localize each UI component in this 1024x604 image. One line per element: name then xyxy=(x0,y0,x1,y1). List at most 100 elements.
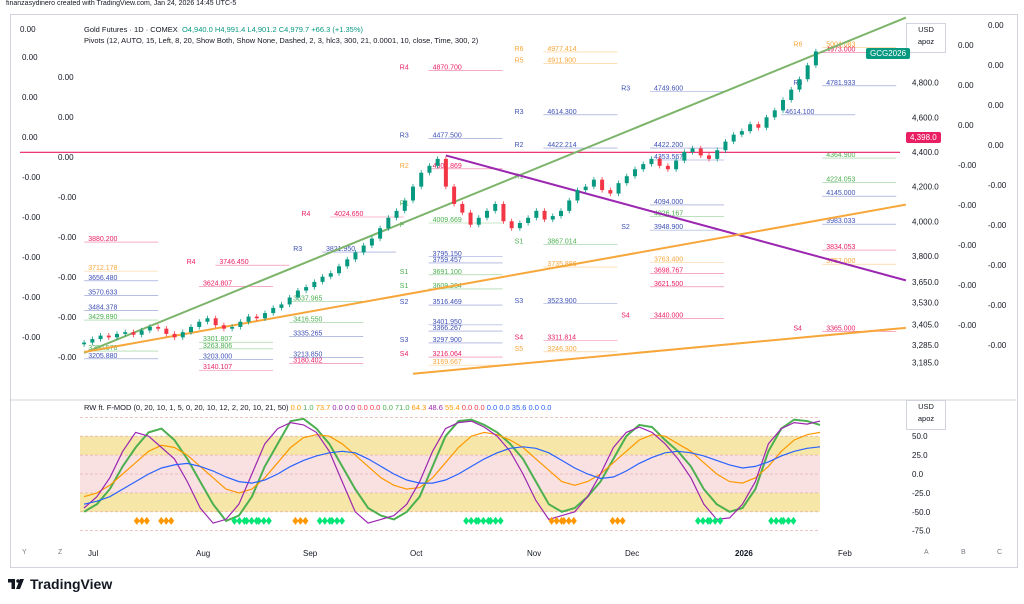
signal-diamond xyxy=(609,516,616,525)
x-tick-label: Nov xyxy=(527,549,541,558)
signal-diamond xyxy=(487,516,494,525)
pivot-label: S4 xyxy=(621,312,630,319)
signal-diamond xyxy=(614,516,621,525)
osc-y-tick-label: -50.0 xyxy=(912,508,931,517)
candle-body xyxy=(230,326,235,329)
left-zero-value: -0.00 xyxy=(22,173,41,182)
right-zero-value: -0.00 xyxy=(958,281,977,290)
bottom-letter-a[interactable]: A xyxy=(924,549,929,556)
bottom-letter-b[interactable]: B xyxy=(961,549,966,556)
first-value: 0.00 xyxy=(20,25,36,34)
candle-body xyxy=(534,210,539,218)
candle-body xyxy=(517,222,522,229)
signal-diamond xyxy=(163,516,170,525)
osc-legend[interactable]: RW ft. F-MOD (0, 20, 10, 1, 5, 0, 20, 10… xyxy=(84,403,551,412)
candle-body xyxy=(189,326,193,333)
candle-body xyxy=(813,51,818,66)
signal-diamond xyxy=(570,516,577,525)
pivot-label: 3621.500 xyxy=(654,281,683,288)
candle-body xyxy=(493,203,498,211)
signal-diamond xyxy=(255,516,262,525)
signal-diamond xyxy=(553,516,560,525)
right-zero-value: 0.00 xyxy=(958,121,974,130)
pivot-label: 3366.267 xyxy=(433,325,462,332)
pivot-label: 3246.300 xyxy=(547,346,576,353)
pivot-label: 3203.000 xyxy=(203,353,232,360)
candle-body xyxy=(427,165,432,173)
symbol-legend[interactable]: Gold Futures · 1D · COMEX O4,940.0 H4,99… xyxy=(84,25,363,34)
pivot-label: 3180.402 xyxy=(293,357,322,364)
y-tick-label: 4,200.0 xyxy=(912,183,939,192)
signal-diamond xyxy=(339,516,345,525)
candle-body xyxy=(411,186,415,201)
candle-body xyxy=(312,281,317,288)
candle-body xyxy=(287,297,292,305)
bottom-letter-y[interactable]: Y xyxy=(22,549,27,556)
right-zero-value: -0.00 xyxy=(988,221,1007,230)
candle-body xyxy=(419,172,424,187)
x-tick-label: Jul xyxy=(88,549,98,558)
candle-body xyxy=(337,266,341,274)
pivot-label: R6 xyxy=(515,46,524,53)
pivot-label: 3301.807 xyxy=(203,336,232,343)
candle-body xyxy=(369,238,374,246)
bottom-letter-z[interactable]: Z xyxy=(58,549,63,556)
candle-body xyxy=(567,200,572,211)
right-zero-value: -0.00 xyxy=(988,301,1007,310)
candle-body xyxy=(139,330,144,335)
price-scale-unit[interactable]: USD apoz xyxy=(906,23,946,53)
candle-body xyxy=(715,150,720,159)
candle-body xyxy=(559,210,563,217)
osc-band xyxy=(80,436,820,456)
candle-body xyxy=(616,183,621,194)
pivot-label: S2 xyxy=(621,224,630,231)
osc-value: 0.0 xyxy=(330,403,343,412)
osc-value: 0.0 xyxy=(497,403,510,412)
chart-header: finanzasydinero created with TradingView… xyxy=(6,0,236,7)
signal-diamond xyxy=(231,516,238,525)
candle-body xyxy=(690,148,695,152)
candle-body xyxy=(731,134,736,142)
right-zero-value: 0.00 xyxy=(958,41,974,50)
pivot-label: S4 xyxy=(793,325,802,332)
tradingview-logo[interactable]: TradingView xyxy=(8,576,112,592)
right-zero-value: 0.00 xyxy=(988,101,1004,110)
osc-value: 71.0 xyxy=(392,403,410,412)
pivot-label: 4614.100 xyxy=(785,109,814,116)
bottom-letter-c[interactable]: C xyxy=(997,549,1003,556)
pivot-label: 4749.600 xyxy=(654,85,683,92)
candle-body xyxy=(180,332,185,338)
candle-body xyxy=(550,216,555,220)
candle-body xyxy=(657,158,662,166)
signal-diamond xyxy=(248,516,255,525)
candle-body xyxy=(263,313,267,319)
candle-body xyxy=(476,217,481,225)
signal-diamond xyxy=(780,516,787,525)
osc-value: 35.6 xyxy=(509,403,527,412)
pivots-legend[interactable]: Pivots (12, AUTO, 15, Left, 8, 20, Show … xyxy=(84,36,479,45)
osc-series-blue xyxy=(83,446,821,505)
signal-diamond xyxy=(260,516,267,525)
pivot-label: S3 xyxy=(515,298,524,305)
right-zero-value: -0.00 xyxy=(988,261,1007,270)
candle-body xyxy=(756,124,761,128)
pivot-label: 3311.814 xyxy=(547,334,576,341)
osc-series-purple xyxy=(83,420,821,524)
osc-value: 73.7 xyxy=(313,403,331,412)
osc-scale-unit[interactable]: USD apoz xyxy=(906,400,946,430)
candle-body xyxy=(509,221,514,229)
signal-diamond xyxy=(712,516,719,525)
candle-body xyxy=(156,326,161,329)
pivot-label: 3759.457 xyxy=(433,257,462,264)
osc-value: 0.0 xyxy=(367,403,381,412)
right-zero-value: 0.00 xyxy=(988,61,1004,70)
candle-body xyxy=(542,210,547,220)
candle-body xyxy=(443,158,448,187)
ohlc-open: O4,940.0 xyxy=(181,25,213,34)
candle-body xyxy=(468,212,473,225)
right-zero-value: -0.00 xyxy=(958,241,977,250)
osc-value: 0.0 xyxy=(526,403,539,412)
pivot-label: P xyxy=(400,222,405,229)
pivot-label: 3867.014 xyxy=(547,238,576,245)
